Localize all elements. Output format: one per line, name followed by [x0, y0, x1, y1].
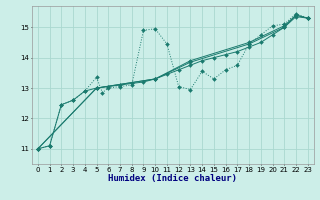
X-axis label: Humidex (Indice chaleur): Humidex (Indice chaleur) — [108, 174, 237, 183]
